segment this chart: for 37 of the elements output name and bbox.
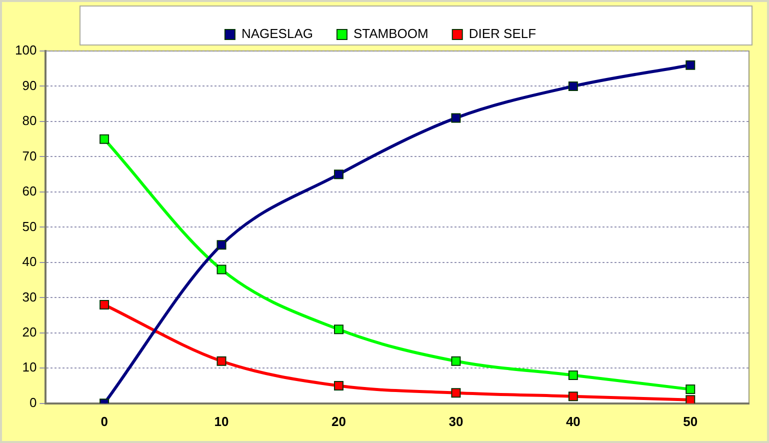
point xyxy=(334,381,344,391)
x-tick-label: 0 xyxy=(100,414,108,429)
x-tick-label: 30 xyxy=(448,414,464,429)
point xyxy=(568,370,578,380)
point xyxy=(686,395,696,404)
point xyxy=(568,82,578,91)
x-tick-label: 20 xyxy=(332,414,346,429)
y-tick-label: 80 xyxy=(22,113,37,128)
point xyxy=(334,324,344,334)
point xyxy=(100,134,110,144)
y-tick-label: 60 xyxy=(22,184,37,199)
y-tick-label: 10 xyxy=(22,360,37,375)
point xyxy=(451,388,461,398)
point xyxy=(100,300,110,310)
x-tick-label: 50 xyxy=(683,414,698,429)
y-tick-label: 40 xyxy=(22,254,37,270)
legend-label: STAMBOOM xyxy=(353,26,428,42)
x-tick-label: 40 xyxy=(566,414,580,429)
point xyxy=(216,240,226,250)
point xyxy=(451,356,461,366)
y-tick-label: 30 xyxy=(22,289,37,304)
point xyxy=(216,264,226,274)
y-tick-label: 0 xyxy=(29,394,37,410)
y-tick-label: 90 xyxy=(22,78,37,93)
point xyxy=(334,170,344,180)
point xyxy=(216,356,226,366)
y-tick-label: 100 xyxy=(14,42,37,58)
y-tick-label: 70 xyxy=(22,148,37,164)
y-tick-label: 50 xyxy=(22,218,37,234)
point xyxy=(686,60,696,70)
legend-label: DIER SELF xyxy=(468,26,536,42)
point xyxy=(568,392,578,402)
point xyxy=(451,113,461,123)
point xyxy=(686,384,696,394)
legend-label: NAGESLAG xyxy=(241,26,313,42)
y-tick-label: 20 xyxy=(22,324,37,340)
x-tick-label: 10 xyxy=(214,414,229,429)
